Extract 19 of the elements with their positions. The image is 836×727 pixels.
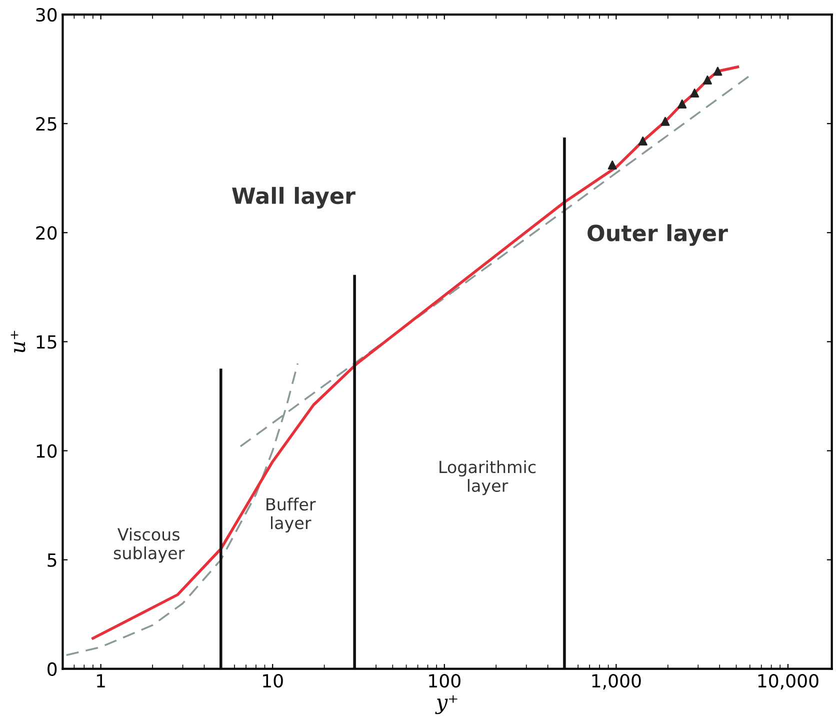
x-tick-label: 10,000	[758, 674, 818, 690]
y-tick-label: 25	[36, 117, 56, 131]
x-tick-label: 1	[97, 674, 105, 688]
y-tick-label: 10	[36, 444, 57, 458]
y-tick-label: 20	[36, 226, 57, 240]
y-tick-label: 15	[36, 335, 56, 349]
annotation: Wall layer	[232, 186, 356, 209]
annotation: Logarithmic layer	[440, 460, 536, 496]
x-tick-label: 10	[263, 674, 283, 688]
x-tick-label: 1,000	[592, 674, 641, 690]
y-tick-label: 5	[48, 553, 56, 567]
y-axis-title: u⁺	[10, 330, 26, 352]
x-axis-title: y⁺	[435, 695, 458, 714]
annotation: Buffer layer	[266, 498, 316, 532]
annotation: Viscous sublayer	[114, 528, 185, 563]
y-tick-label: 0	[48, 662, 57, 676]
annotation: Outer layer	[588, 224, 728, 246]
x-tick-label: 100	[429, 674, 460, 688]
y-tick-label: 30	[36, 8, 57, 22]
